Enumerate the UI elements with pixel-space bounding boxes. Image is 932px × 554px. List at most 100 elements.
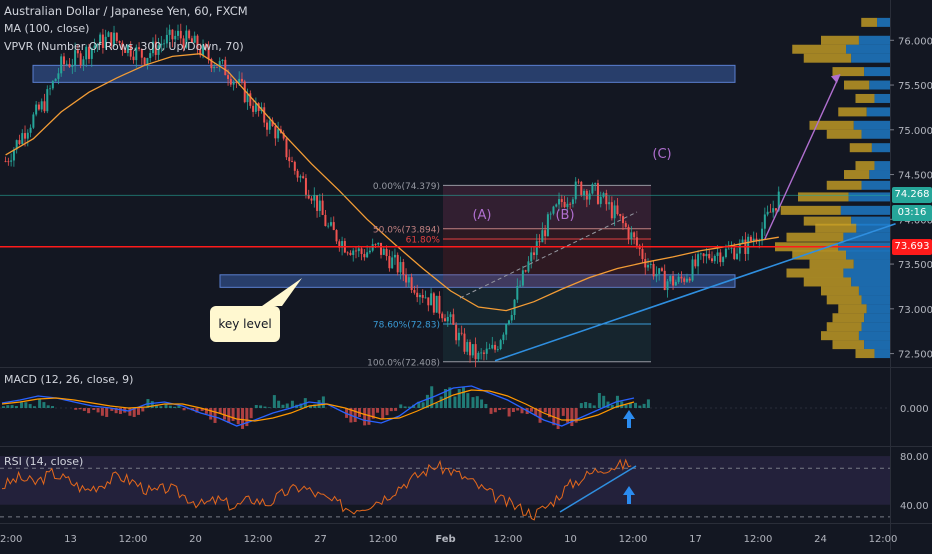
- wave-label: (C): [652, 147, 671, 162]
- ma-100-line: [5, 53, 779, 312]
- candle-body: [583, 190, 586, 196]
- candle-body: [190, 38, 193, 43]
- macd-histogram-bar: [363, 408, 367, 426]
- projection-arrow-head: [830, 74, 840, 84]
- candle-body: [552, 206, 555, 214]
- candle-body: [519, 285, 522, 287]
- macd-histogram-bar: [285, 403, 289, 408]
- candle-body: [296, 170, 299, 178]
- macd-histogram-bar: [38, 399, 42, 408]
- symbol-title[interactable]: Australian Dollar / Japanese Yen, 60, FX…: [4, 4, 248, 18]
- candle-body: [485, 348, 488, 354]
- macd-histogram-bar: [561, 408, 565, 416]
- candle-body: [185, 30, 188, 48]
- candle-body: [624, 223, 627, 227]
- red-level-price-tag: 73.693: [892, 238, 932, 255]
- vpvr-bar-up: [864, 340, 890, 350]
- macd-histogram-bar: [281, 404, 285, 408]
- candle-body: [227, 75, 230, 79]
- candle-body: [99, 34, 102, 45]
- macd-histogram-bar: [159, 406, 163, 408]
- candle-body: [774, 208, 777, 211]
- macd-histogram-bar: [462, 387, 466, 408]
- vpvr-legend[interactable]: VPVR (Number Of Rows, 300, Up/Down, 70): [4, 40, 244, 53]
- candle-body: [466, 342, 469, 352]
- candle-body: [555, 204, 558, 207]
- time-tick-label: 10: [564, 534, 577, 545]
- macd-histogram-bar: [177, 405, 181, 408]
- candle-body: [435, 295, 438, 313]
- macd-histogram-bar: [277, 400, 281, 408]
- candle-body: [708, 253, 711, 259]
- price-tick-label: 75.500: [898, 81, 932, 92]
- candle-body: [541, 230, 544, 243]
- candle-body: [613, 205, 616, 219]
- candle-body: [474, 344, 477, 360]
- candle-body: [399, 262, 402, 273]
- candle-body: [738, 243, 741, 254]
- macd-histogram-bar: [259, 405, 263, 408]
- candle-body: [616, 205, 619, 215]
- vpvr-bar-down: [826, 180, 862, 190]
- rsi-legend[interactable]: RSI (14, close): [4, 455, 84, 468]
- candle-body: [285, 138, 288, 158]
- candle-body: [538, 241, 541, 243]
- macd-histogram-bar: [597, 393, 601, 408]
- macd-legend[interactable]: MACD (12, 26, close, 9): [4, 373, 134, 386]
- macd-histogram-bar: [511, 408, 515, 413]
- vpvr-bar-up: [853, 120, 890, 130]
- vpvr-bar-down: [844, 80, 870, 90]
- macd-histogram-bar: [394, 408, 398, 411]
- candle-body: [713, 255, 716, 262]
- candle-body: [257, 103, 260, 111]
- countdown-tag: 03:16: [892, 205, 932, 222]
- candle-body: [171, 29, 174, 40]
- candle-body: [43, 101, 46, 112]
- candle-body: [76, 50, 79, 54]
- time-tick-label: Feb: [435, 534, 455, 545]
- macd-histogram-bar: [381, 408, 385, 420]
- macd-histogram-bar: [493, 408, 497, 413]
- rsi-tick-label: 80.00: [900, 452, 929, 463]
- candle-body: [702, 253, 705, 257]
- candle-body: [29, 127, 32, 133]
- candle-body: [82, 59, 85, 66]
- vpvr-bar-up: [851, 216, 890, 226]
- vpvr-bar-up: [843, 268, 890, 278]
- vpvr-bar-down: [792, 250, 847, 260]
- macd-histogram-bar: [164, 403, 168, 408]
- vpvr-bar-up: [866, 304, 890, 314]
- candle-body: [24, 133, 27, 139]
- candle-body: [160, 43, 163, 46]
- candle-body: [341, 241, 344, 248]
- candle-body: [377, 242, 380, 245]
- candle-body: [124, 49, 127, 53]
- projection-arrow: [764, 74, 841, 240]
- macd-histogram-bar: [642, 403, 646, 408]
- candle-body: [182, 38, 185, 48]
- vpvr-bar-up: [851, 277, 890, 287]
- vpvr-bar-up: [858, 331, 890, 341]
- vpvr-bar-down: [849, 143, 872, 153]
- macd-histogram-bar: [74, 408, 78, 410]
- candle-body: [622, 216, 624, 224]
- candle-body: [229, 78, 232, 85]
- candle-body: [663, 270, 666, 291]
- candle-body: [507, 320, 510, 325]
- candle-body: [627, 226, 630, 239]
- candle-body: [310, 198, 313, 201]
- macd-histogram-bar: [588, 403, 592, 408]
- candle-body: [630, 232, 633, 239]
- candle-body: [405, 274, 408, 283]
- key-level-callout[interactable]: key level: [210, 306, 280, 342]
- ma-legend[interactable]: MA (100, close): [4, 22, 90, 35]
- candle-body: [446, 316, 449, 322]
- vpvr-bar-up: [858, 286, 890, 296]
- candle-body: [402, 262, 405, 275]
- candle-body: [705, 253, 708, 257]
- candle-body: [674, 281, 677, 286]
- candle-body: [499, 340, 502, 350]
- candle-body: [318, 200, 321, 211]
